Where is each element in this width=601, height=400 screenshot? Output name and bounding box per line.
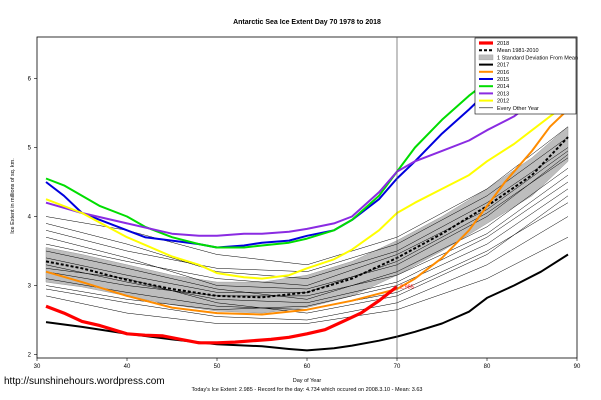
legend-label: 2014 xyxy=(497,84,509,90)
other-year-line-3 xyxy=(45,167,569,300)
y-tick-label: 6 xyxy=(28,76,32,82)
other-year-line-1 xyxy=(45,147,569,279)
other-year-line-9 xyxy=(45,150,569,286)
x-tick-label: 90 xyxy=(574,364,581,370)
other-year-line-13 xyxy=(45,136,569,272)
x-tick-label: 50 xyxy=(214,364,221,370)
y-tick-label: 3 xyxy=(28,284,32,290)
series-line-2012 xyxy=(45,101,569,280)
other-year-line-11 xyxy=(45,157,569,293)
legend-label: 2016 xyxy=(497,70,509,76)
std-dev-band xyxy=(45,126,569,314)
other-year-line-10 xyxy=(45,174,569,297)
other-year-line-4 xyxy=(45,181,569,304)
y-tick-label: 2 xyxy=(28,353,32,359)
legend-label: 2013 xyxy=(497,91,509,97)
x-tick-label: 30 xyxy=(34,364,41,370)
y-tick-label: 4 xyxy=(28,214,32,220)
x-tick-label: 60 xyxy=(304,364,311,370)
series-line-2018 xyxy=(45,285,398,345)
legend-label: 1 Standard Deviation From Mean xyxy=(497,55,578,61)
series-line-2017 xyxy=(45,253,569,352)
legend-label: 2012 xyxy=(497,99,509,105)
y-axis-label: Ice Extent in millions of sq. km. xyxy=(10,158,16,234)
other-year-line-14 xyxy=(45,195,569,314)
other-year-line-2 xyxy=(45,154,569,290)
legend-label: 2018 xyxy=(497,41,509,47)
chart-title: Antarctic Sea Ice Extent Day 70 1978 to … xyxy=(233,19,381,26)
current-value-label: 2.985 xyxy=(400,285,414,291)
legend-swatch xyxy=(478,54,494,61)
x-tick-label: 40 xyxy=(124,364,131,370)
other-year-line-6 xyxy=(45,216,569,321)
other-year-line-7 xyxy=(45,236,569,324)
legend-label: Every Other Year xyxy=(497,106,539,112)
legend-label: Mean 1981-2010 xyxy=(497,48,539,54)
watermark: http://sunshinehours.wordpress.com xyxy=(4,376,165,387)
other-year-line-12 xyxy=(45,188,569,310)
footer-summary: Today's Ice Extent: 2.985 - Record for t… xyxy=(192,387,423,393)
series-line-2013 xyxy=(45,77,569,237)
y-tick-label: 5 xyxy=(28,145,32,151)
x-tick-label: 80 xyxy=(484,364,491,370)
x-tick-label: 70 xyxy=(394,364,401,370)
legend-label: 2015 xyxy=(497,77,509,83)
legend-label: 2017 xyxy=(497,63,509,69)
x-axis-label: Day of Year xyxy=(293,378,322,384)
